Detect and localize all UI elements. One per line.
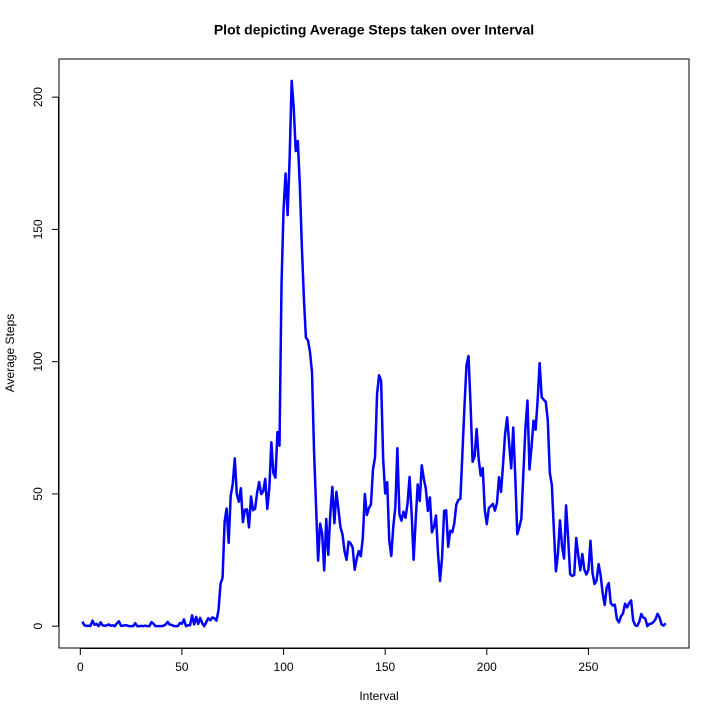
y-tick-label: 150 bbox=[31, 219, 45, 239]
y-tick-label: 100 bbox=[31, 351, 45, 371]
x-tick-label: 150 bbox=[375, 660, 395, 674]
y-tick-label: 50 bbox=[31, 487, 45, 501]
x-tick-label: 50 bbox=[175, 660, 189, 674]
x-axis-label: Interval bbox=[359, 689, 398, 703]
x-tick-label: 250 bbox=[578, 660, 598, 674]
y-tick-label: 0 bbox=[31, 623, 45, 630]
chart-title: Plot depicting Average Steps taken over … bbox=[214, 22, 534, 38]
y-tick-label: 200 bbox=[31, 87, 45, 107]
x-tick-label: 100 bbox=[274, 660, 294, 674]
y-axis-label: Average Steps bbox=[3, 314, 17, 393]
x-tick-label: 0 bbox=[77, 660, 84, 674]
x-tick-label: 200 bbox=[477, 660, 497, 674]
data-line bbox=[81, 79, 667, 628]
